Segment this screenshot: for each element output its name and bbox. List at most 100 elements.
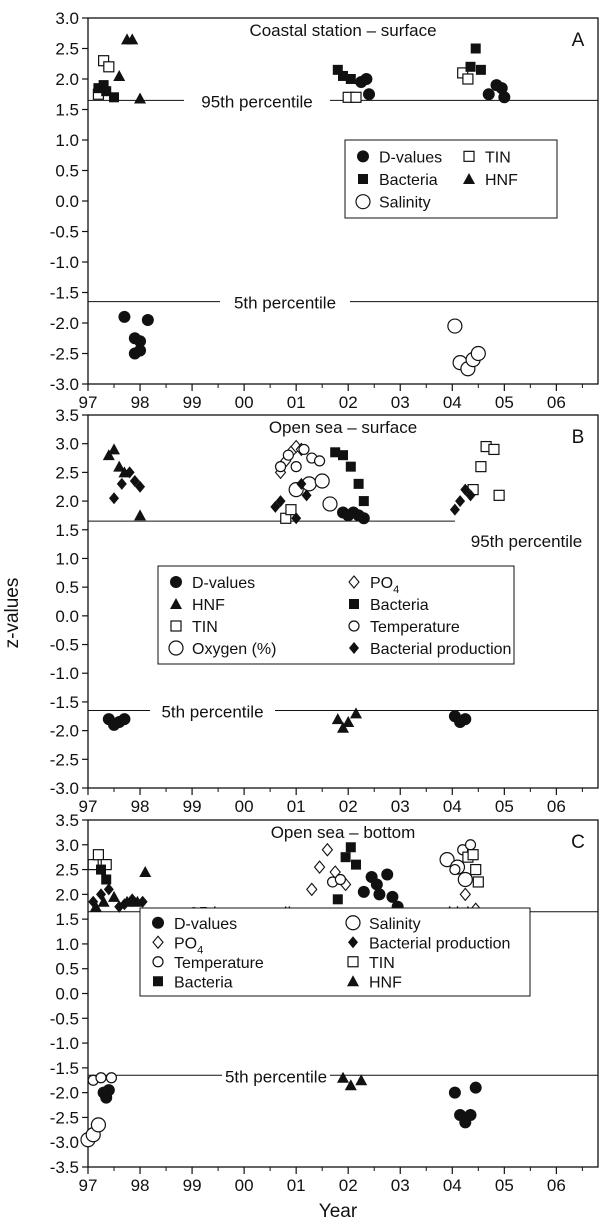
x-tick-label: 00 bbox=[235, 1176, 254, 1195]
data-point bbox=[439, 852, 455, 868]
data-point bbox=[274, 461, 287, 473]
x-tick-label: 02 bbox=[339, 797, 358, 816]
data-point bbox=[469, 1081, 482, 1094]
data-point bbox=[116, 477, 127, 490]
data-point bbox=[98, 80, 109, 91]
series-salinity bbox=[80, 852, 473, 1148]
legend-marker bbox=[358, 174, 368, 184]
data-point bbox=[108, 443, 121, 455]
data-point bbox=[89, 900, 102, 912]
y-axis-label: z-values bbox=[2, 578, 23, 649]
y-tick-label: -1.0 bbox=[50, 1034, 79, 1053]
data-point bbox=[121, 895, 134, 907]
series-d-values bbox=[118, 73, 511, 360]
x-tick-label: 00 bbox=[235, 393, 254, 412]
data-point bbox=[464, 1108, 477, 1121]
y-tick-label: 2.0 bbox=[55, 885, 79, 904]
data-point bbox=[357, 885, 370, 898]
chart-title: Coastal station – surface bbox=[249, 21, 436, 40]
legend-marker bbox=[463, 173, 475, 184]
y-tick-label: 0.5 bbox=[55, 960, 79, 979]
chart-panel-c: 3.5 3.0 2.5 2.0 1.5 1.0 0.5 0.0 -0.5 -1.0 -1.5 -2.0… bbox=[50, 811, 599, 1195]
data-point bbox=[105, 1072, 118, 1084]
data-point bbox=[103, 61, 115, 73]
data-point bbox=[332, 64, 343, 75]
legend-label: TIN bbox=[485, 149, 511, 166]
y-tick-label: -0.5 bbox=[50, 223, 79, 242]
legend-marker bbox=[345, 915, 361, 931]
legend-marker bbox=[348, 620, 360, 632]
data-point bbox=[465, 489, 476, 502]
series-temperature bbox=[274, 443, 326, 473]
x-tick-label: 03 bbox=[391, 797, 410, 816]
series-salinity bbox=[447, 318, 486, 377]
legend-marker bbox=[349, 599, 359, 609]
legend-label: PO4 bbox=[370, 575, 399, 596]
panel-label: B bbox=[572, 427, 585, 448]
y-tick-label: 3.0 bbox=[55, 836, 79, 855]
legend: D-values PO4 HNF Bacteria TIN Temperature Oxyg… bbox=[157, 565, 515, 665]
series-tin bbox=[87, 849, 484, 888]
data-point bbox=[109, 492, 120, 505]
data-point bbox=[135, 480, 146, 493]
data-point bbox=[467, 849, 479, 861]
x-tick-label: 05 bbox=[495, 1176, 514, 1195]
data-point bbox=[488, 443, 500, 456]
data-point bbox=[322, 496, 338, 512]
series-oxygen- bbox=[288, 473, 338, 512]
legend-label: Salinity bbox=[369, 916, 421, 933]
y-tick-label: 0.5 bbox=[55, 578, 79, 597]
legend-label: Bacteria bbox=[174, 974, 233, 991]
data-point bbox=[351, 859, 362, 870]
x-tick-label: 03 bbox=[391, 393, 410, 412]
data-point bbox=[457, 871, 473, 888]
legend-item: D-values bbox=[170, 575, 255, 592]
legend-box bbox=[139, 907, 531, 997]
chart-title: Open sea – surface bbox=[269, 418, 417, 437]
data-point bbox=[386, 890, 399, 903]
legend-item: HNF bbox=[170, 597, 225, 614]
legend-marker bbox=[348, 936, 358, 949]
data-point bbox=[355, 1074, 368, 1086]
x-tick-label: 99 bbox=[183, 393, 202, 412]
legend-marker bbox=[170, 598, 182, 609]
data-point bbox=[495, 82, 508, 95]
series-d-values bbox=[102, 506, 472, 731]
y-tick-label: 3.5 bbox=[55, 406, 79, 425]
series-bacterial-production bbox=[109, 466, 476, 525]
y-tick-label: -2.0 bbox=[50, 722, 79, 741]
data-point bbox=[96, 864, 107, 875]
series-tin bbox=[92, 55, 474, 103]
data-point bbox=[134, 335, 147, 348]
legend-marker bbox=[347, 975, 359, 987]
data-point bbox=[455, 495, 466, 508]
reference-line-label: 95th percentile bbox=[471, 532, 583, 551]
legend: D-values TIN Bacteria HNF Salinity bbox=[344, 139, 558, 219]
data-point bbox=[498, 91, 511, 104]
data-point bbox=[338, 70, 348, 81]
x-tick-label: 00 bbox=[235, 797, 254, 816]
y-tick-label: -1.5 bbox=[50, 693, 79, 712]
data-point bbox=[345, 74, 356, 84]
legend-marker bbox=[349, 642, 359, 654]
data-point bbox=[330, 447, 341, 458]
y-tick-label: 0.0 bbox=[55, 192, 79, 211]
y-tick-label: 0.5 bbox=[55, 162, 79, 181]
legend-item: Salinity bbox=[355, 194, 431, 212]
x-tick-label: 97 bbox=[79, 797, 98, 816]
y-tick-label: 3.5 bbox=[55, 811, 79, 830]
legend-marker bbox=[170, 576, 182, 588]
y-tick-label: 3.0 bbox=[55, 435, 79, 454]
series-hnf bbox=[113, 33, 147, 104]
data-point bbox=[306, 882, 318, 897]
y-tick-label: 1.0 bbox=[55, 935, 79, 954]
x-tick-label: 06 bbox=[547, 1176, 566, 1195]
legend-item: PO4 bbox=[348, 575, 399, 596]
legend-label: TIN bbox=[192, 619, 218, 636]
legend-label: TIN bbox=[369, 955, 395, 972]
data-point bbox=[344, 1079, 357, 1091]
legend-box bbox=[157, 565, 515, 665]
y-tick-label: 1.5 bbox=[55, 101, 79, 120]
x-tick-label: 04 bbox=[443, 1176, 462, 1195]
legend-item: Bacteria bbox=[358, 172, 438, 189]
